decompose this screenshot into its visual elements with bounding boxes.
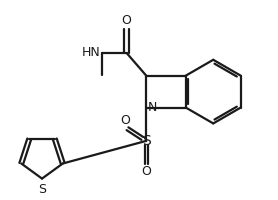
Text: HN: HN (81, 46, 100, 59)
Text: O: O (141, 165, 151, 178)
Text: O: O (120, 114, 130, 127)
Text: O: O (122, 14, 131, 27)
Text: N: N (148, 101, 157, 114)
Text: S: S (38, 183, 46, 196)
Text: S: S (142, 134, 151, 148)
